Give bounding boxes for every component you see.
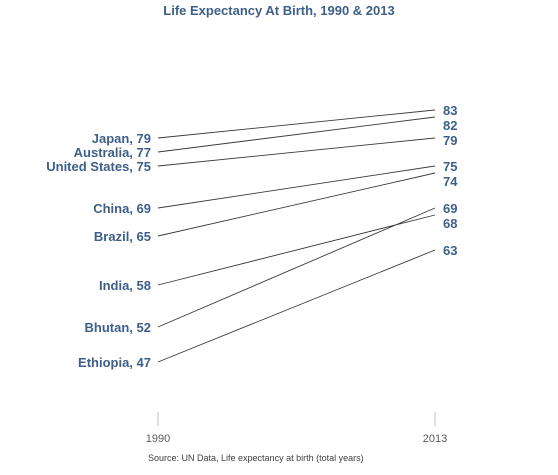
label-japan-1990: Japan, 79 bbox=[92, 131, 151, 146]
label-brazil-1990: Brazil, 65 bbox=[94, 229, 151, 244]
chart-title: Life Expectancy At Birth, 1990 & 2013 bbox=[163, 3, 394, 18]
label-united-states-2013: 79 bbox=[443, 133, 457, 148]
label-bhutan-2013: 69 bbox=[443, 201, 457, 216]
label-ethiopia-2013: 63 bbox=[443, 243, 457, 258]
line-india bbox=[157, 214, 436, 286]
label-india-2013: 68 bbox=[443, 216, 457, 231]
label-china-2013: 75 bbox=[443, 159, 457, 174]
label-india-1990: India, 58 bbox=[99, 278, 151, 293]
label-australia-2013: 82 bbox=[443, 118, 457, 133]
x-tick-label-1990: 1990 bbox=[146, 433, 170, 445]
line-china bbox=[157, 165, 436, 209]
x-tick-label-2013: 2013 bbox=[423, 433, 447, 445]
label-ethiopia-1990: Ethiopia, 47 bbox=[78, 355, 151, 370]
line-japan bbox=[157, 109, 436, 139]
line-united-states bbox=[157, 137, 436, 167]
label-united-states-1990: United States, 75 bbox=[46, 159, 151, 174]
slope-lines: Japan, 79 83 Australia, 77 82 United States,… bbox=[46, 103, 458, 370]
source-note: Source: UN Data, Life expectancy at birt… bbox=[148, 453, 364, 463]
line-bhutan bbox=[157, 207, 436, 328]
label-brazil-2013: 74 bbox=[443, 174, 458, 189]
line-australia bbox=[157, 116, 436, 153]
line-ethiopia bbox=[157, 249, 436, 363]
label-japan-2013: 83 bbox=[443, 103, 457, 118]
label-australia-1990: Australia, 77 bbox=[74, 145, 151, 160]
label-bhutan-1990: Bhutan, 52 bbox=[85, 320, 151, 335]
label-china-1990: China, 69 bbox=[93, 201, 151, 216]
line-brazil bbox=[157, 172, 436, 237]
